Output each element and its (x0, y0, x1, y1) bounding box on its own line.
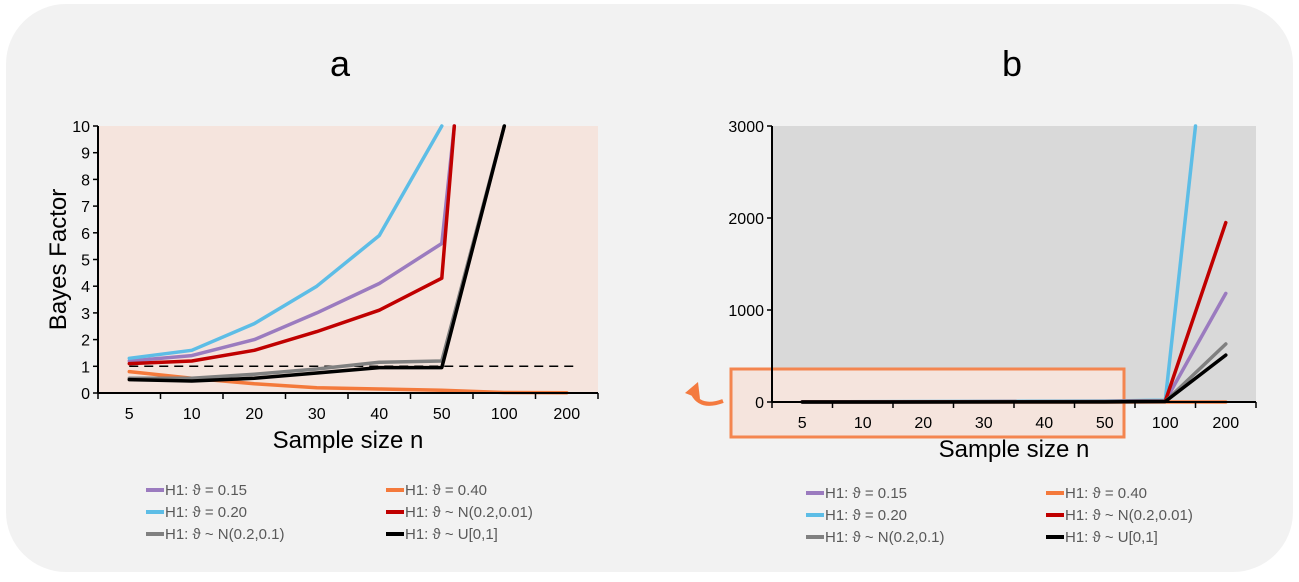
legend-entry: H1: ϑ ~ N(0.2,0.1) (825, 529, 945, 546)
x-tick-label: 100 (491, 406, 518, 423)
y-tick-label: 0 (755, 395, 764, 412)
x-axis-label: Sample size n (273, 427, 424, 454)
y-tick-label: 7 (81, 199, 90, 216)
legend-entry: H1: ϑ ~ N(0.2,0.01) (1065, 507, 1193, 524)
legend-entry: H1: ϑ = 0.20 (825, 507, 907, 524)
y-axis-label: Bayes Factor (45, 189, 72, 330)
x-tick-label: 30 (975, 415, 993, 432)
legend-entry: H1: ϑ = 0.40 (405, 482, 487, 499)
x-tick-label: 5 (125, 406, 134, 423)
legend-entry: H1: ϑ ~ U[0,1] (405, 526, 498, 543)
y-tick-label: 8 (81, 172, 90, 189)
x-tick-label: 30 (308, 406, 326, 423)
x-tick-label: 200 (1212, 415, 1239, 432)
y-tick-label: 3000 (728, 119, 764, 136)
legend-entry: H1: ϑ ~ N(0.2,0.1) (165, 526, 285, 543)
y-tick-label: 9 (81, 146, 90, 163)
y-tick-label: 0 (81, 386, 90, 403)
y-tick-label: 2 (81, 333, 90, 350)
y-tick-label: 6 (81, 226, 90, 243)
legend-entry: H1: ϑ = 0.15 (825, 485, 907, 502)
x-tick-label: 40 (370, 406, 388, 423)
y-tick-label: 5 (81, 253, 90, 270)
x-tick-label: 5 (798, 415, 807, 432)
legend-entry: H1: ϑ ~ N(0.2,0.01) (405, 504, 533, 521)
legend-entry: H1: ϑ = 0.15 (165, 482, 247, 499)
x-axis-label: Sample size n (939, 436, 1090, 463)
chart-title: b (1002, 43, 1022, 84)
x-tick-label: 200 (553, 406, 580, 423)
plot-area (772, 126, 1256, 402)
y-tick-label: 10 (72, 119, 90, 136)
y-tick-label: 2000 (728, 211, 764, 228)
legend-entry: H1: ϑ = 0.20 (165, 504, 247, 521)
y-tick-label: 1 (81, 359, 90, 376)
x-tick-label: 50 (1096, 415, 1114, 432)
x-tick-label: 20 (914, 415, 932, 432)
legend-entry: H1: ϑ = 0.40 (1065, 485, 1147, 502)
x-tick-label: 40 (1035, 415, 1053, 432)
legend-entry: H1: ϑ ~ U[0,1] (1065, 529, 1158, 546)
x-tick-label: 10 (183, 406, 201, 423)
x-tick-label: 50 (433, 406, 451, 423)
chart-title: a (330, 43, 351, 84)
y-tick-label: 4 (81, 279, 90, 296)
x-tick-label: 20 (245, 406, 263, 423)
y-tick-label: 3 (81, 306, 90, 323)
y-tick-label: 1000 (728, 303, 764, 320)
x-tick-label: 10 (854, 415, 872, 432)
x-tick-label: 100 (1152, 415, 1179, 432)
